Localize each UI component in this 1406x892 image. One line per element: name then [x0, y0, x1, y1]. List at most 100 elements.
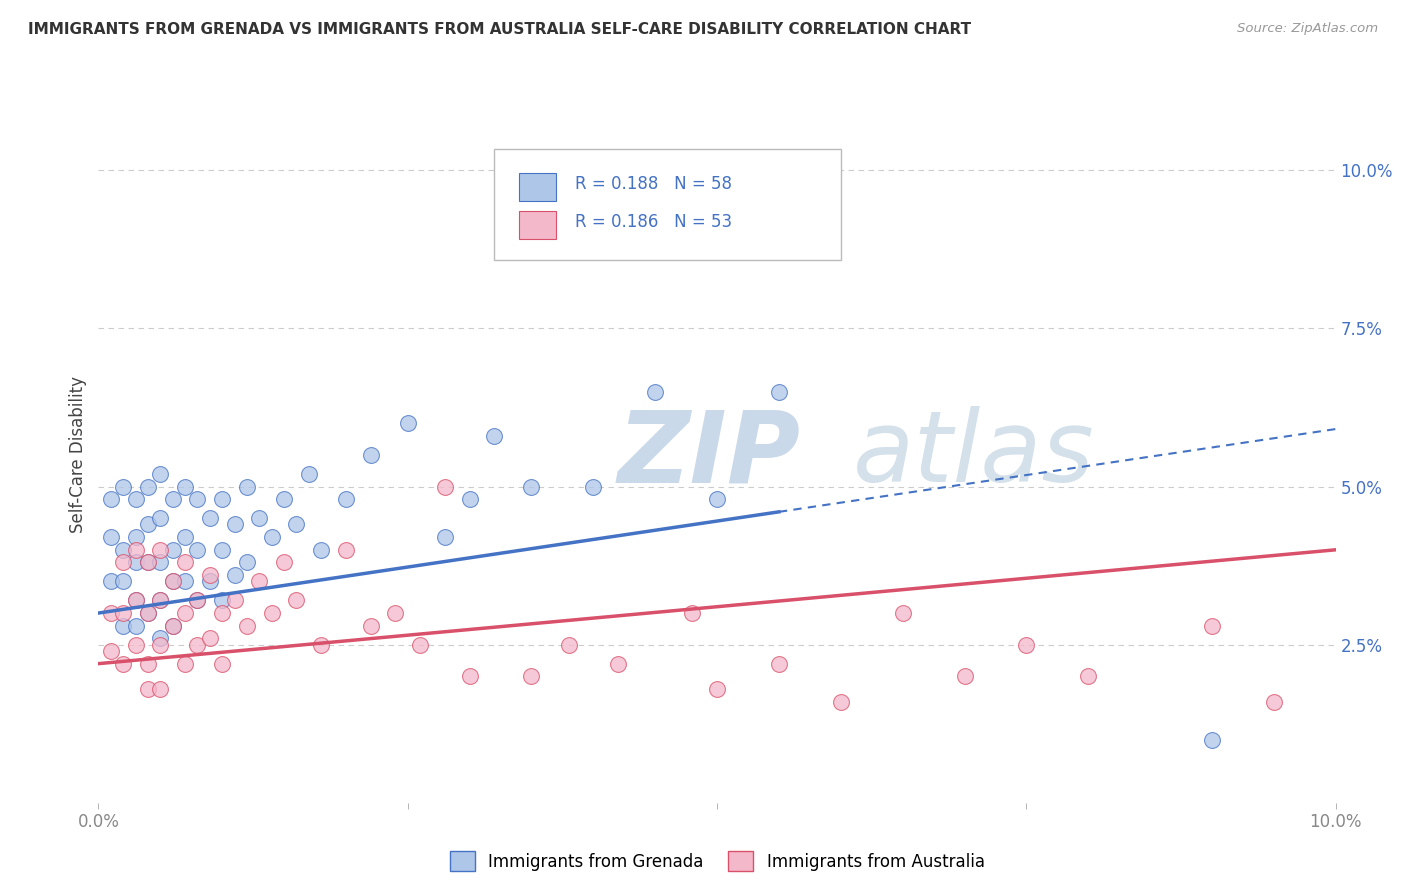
Point — [186, 492, 208, 507]
Point — [224, 517, 246, 532]
Point — [162, 618, 184, 632]
Point — [644, 384, 666, 399]
Point — [1201, 732, 1223, 747]
Point — [149, 467, 172, 481]
Point — [136, 606, 159, 620]
Point — [1015, 638, 1038, 652]
Point — [211, 657, 233, 671]
Y-axis label: Self-Care Disability: Self-Care Disability — [69, 376, 87, 533]
Point — [298, 467, 321, 481]
Point — [236, 618, 259, 632]
FancyBboxPatch shape — [495, 149, 841, 260]
Point — [149, 556, 172, 570]
FancyBboxPatch shape — [519, 211, 557, 239]
Point — [520, 479, 543, 493]
Point — [681, 606, 703, 620]
Point — [260, 606, 283, 620]
Point — [124, 638, 146, 652]
Point — [309, 638, 332, 652]
Point — [174, 556, 197, 570]
Point — [100, 606, 122, 620]
Point — [124, 530, 146, 544]
Point — [198, 568, 221, 582]
Point — [224, 568, 246, 582]
Text: IMMIGRANTS FROM GRENADA VS IMMIGRANTS FROM AUSTRALIA SELF-CARE DISABILITY CORREL: IMMIGRANTS FROM GRENADA VS IMMIGRANTS FR… — [28, 22, 972, 37]
Point — [186, 593, 208, 607]
Point — [186, 638, 208, 652]
Point — [396, 417, 419, 431]
Point — [124, 542, 146, 557]
Point — [236, 556, 259, 570]
Point — [136, 556, 159, 570]
Point — [112, 556, 135, 570]
Point — [706, 681, 728, 696]
Point — [1263, 695, 1285, 709]
Text: R = 0.188   N = 58: R = 0.188 N = 58 — [575, 175, 731, 193]
Text: R = 0.186   N = 53: R = 0.186 N = 53 — [575, 213, 733, 231]
Point — [335, 542, 357, 557]
Point — [433, 530, 456, 544]
Point — [112, 479, 135, 493]
Point — [186, 593, 208, 607]
Point — [224, 593, 246, 607]
Point — [136, 479, 159, 493]
Point — [335, 492, 357, 507]
Point — [1201, 618, 1223, 632]
Point — [484, 429, 506, 443]
Point — [384, 606, 406, 620]
Point — [100, 492, 122, 507]
Point — [360, 618, 382, 632]
Point — [520, 669, 543, 683]
Point — [260, 530, 283, 544]
Legend: Immigrants from Grenada, Immigrants from Australia: Immigrants from Grenada, Immigrants from… — [443, 845, 991, 878]
Point — [582, 479, 605, 493]
Point — [309, 542, 332, 557]
Point — [557, 638, 579, 652]
Point — [458, 492, 481, 507]
Text: Source: ZipAtlas.com: Source: ZipAtlas.com — [1237, 22, 1378, 36]
Point — [136, 681, 159, 696]
Point — [149, 638, 172, 652]
Point — [409, 638, 432, 652]
Point — [198, 632, 221, 646]
Point — [273, 492, 295, 507]
Point — [162, 542, 184, 557]
Point — [174, 479, 197, 493]
Point — [768, 384, 790, 399]
Point — [211, 542, 233, 557]
Point — [891, 606, 914, 620]
FancyBboxPatch shape — [519, 173, 557, 201]
Point — [112, 618, 135, 632]
Point — [149, 542, 172, 557]
Point — [149, 593, 172, 607]
Point — [953, 669, 976, 683]
Point — [112, 657, 135, 671]
Point — [433, 479, 456, 493]
Point — [124, 492, 146, 507]
Point — [174, 530, 197, 544]
Point — [149, 681, 172, 696]
Text: atlas: atlas — [853, 407, 1095, 503]
Point — [149, 632, 172, 646]
Point — [162, 618, 184, 632]
Point — [1077, 669, 1099, 683]
Point — [186, 542, 208, 557]
Point — [136, 606, 159, 620]
Point — [360, 448, 382, 462]
Point — [285, 517, 308, 532]
Point — [174, 606, 197, 620]
Point — [247, 511, 270, 525]
Point — [124, 593, 146, 607]
Point — [162, 574, 184, 589]
Point — [273, 556, 295, 570]
Point — [162, 492, 184, 507]
Point — [458, 669, 481, 683]
Point — [706, 492, 728, 507]
Point — [768, 657, 790, 671]
Point — [124, 593, 146, 607]
Point — [124, 556, 146, 570]
Point — [211, 606, 233, 620]
Point — [211, 492, 233, 507]
Point — [149, 511, 172, 525]
Point — [124, 618, 146, 632]
